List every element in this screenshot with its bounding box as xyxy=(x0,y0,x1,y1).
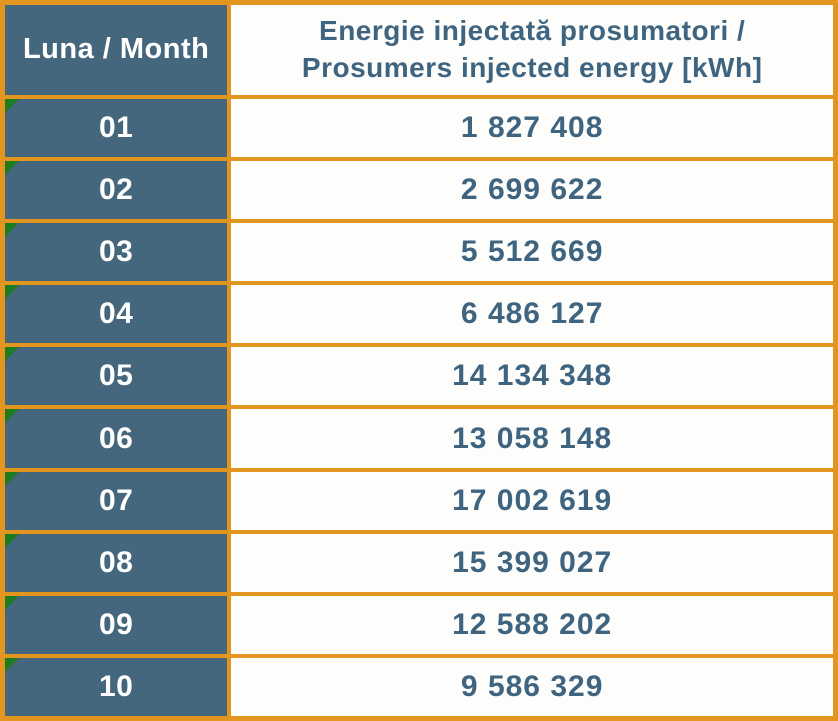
cell-flag-triangle-icon xyxy=(5,471,19,486)
table-row: 07 17 002 619 xyxy=(0,467,838,534)
month-value: 03 xyxy=(98,234,134,268)
month-value: 01 xyxy=(98,110,134,144)
energy-cell: 2 699 622 xyxy=(227,156,838,223)
table-body: 01 1 827 408 02 2 699 622 03 5 512 669 0… xyxy=(0,94,838,721)
header-row: Luna / Month Energie injectată prosumato… xyxy=(0,0,838,99)
month-column-header: Luna / Month xyxy=(0,0,232,99)
energy-cell: 6 486 127 xyxy=(227,281,838,348)
month-value: 04 xyxy=(98,297,134,331)
energy-cell: 1 827 408 xyxy=(227,94,838,161)
cell-flag-triangle-icon xyxy=(5,658,19,673)
energy-cell: 12 588 202 xyxy=(227,591,838,659)
table-row: 02 2 699 622 xyxy=(0,156,838,223)
month-cell: 07 xyxy=(0,467,232,534)
cell-flag-triangle-icon xyxy=(5,98,19,113)
month-cell: 06 xyxy=(0,405,232,472)
table-row: 06 13 058 148 xyxy=(0,405,838,472)
month-cell: 04 xyxy=(0,281,232,348)
energy-cell: 9 586 329 xyxy=(227,654,838,721)
cell-flag-triangle-icon xyxy=(5,409,19,424)
month-value: 10 xyxy=(98,670,134,704)
month-cell: 02 xyxy=(0,156,232,223)
cell-flag-triangle-icon xyxy=(5,347,19,362)
month-cell: 05 xyxy=(0,343,232,410)
energy-column-header-line1: Energie injectată prosumatori / xyxy=(319,14,746,46)
table-row: 03 5 512 669 xyxy=(0,218,838,286)
table-row: 01 1 827 408 xyxy=(0,94,838,161)
table-row: 04 6 486 127 xyxy=(0,281,838,348)
month-value: 07 xyxy=(98,483,134,517)
table-header: Luna / Month Energie injectată prosumato… xyxy=(0,0,838,99)
month-cell: 01 xyxy=(0,94,232,161)
energy-cell: 17 002 619 xyxy=(227,467,838,534)
month-value: 08 xyxy=(98,545,134,579)
table-row: 05 14 134 348 xyxy=(0,343,838,410)
table-row: 09 12 588 202 xyxy=(0,591,838,659)
month-cell: 09 xyxy=(0,591,232,659)
energy-cell: 13 058 148 xyxy=(227,405,838,472)
cell-flag-triangle-icon xyxy=(5,160,19,175)
month-cell: 10 xyxy=(0,654,232,721)
energy-cell: 14 134 348 xyxy=(227,343,838,410)
month-column-header-label: Luna / Month xyxy=(22,33,210,66)
cell-flag-triangle-icon xyxy=(5,222,19,237)
energy-cell: 5 512 669 xyxy=(227,218,838,286)
month-value: 09 xyxy=(98,608,134,642)
month-cell: 03 xyxy=(0,218,232,286)
cell-flag-triangle-icon xyxy=(5,285,19,300)
month-cell: 08 xyxy=(0,529,232,597)
month-value: 06 xyxy=(98,421,134,455)
table-row: 10 9 586 329 xyxy=(0,654,838,721)
cell-flag-triangle-icon xyxy=(5,533,19,548)
energy-column-header: Energie injectată prosumatori / Prosumer… xyxy=(227,0,838,99)
month-value: 02 xyxy=(98,172,134,206)
month-value: 05 xyxy=(98,359,134,393)
cell-flag-triangle-icon xyxy=(5,596,19,610)
energy-cell: 15 399 027 xyxy=(227,529,838,597)
energy-column-header-line2: Prosumers injected energy [kWh] xyxy=(301,51,763,83)
table-row: 08 15 399 027 xyxy=(0,529,838,597)
